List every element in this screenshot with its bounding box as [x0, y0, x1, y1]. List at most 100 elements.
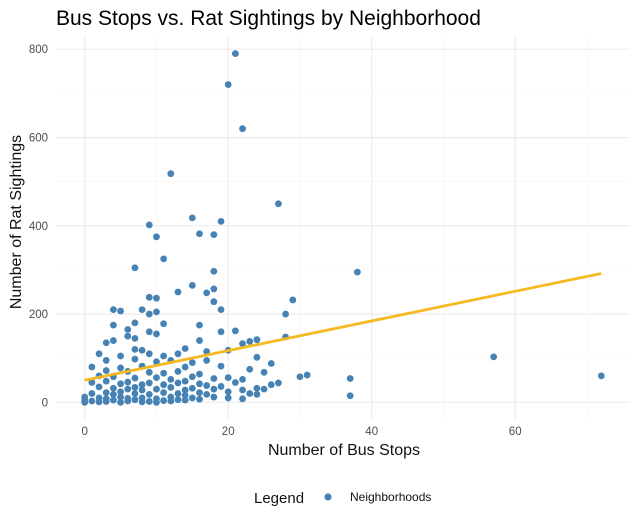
data-point	[196, 380, 203, 388]
data-point	[217, 383, 225, 390]
data-point	[110, 384, 117, 392]
data-point	[231, 379, 239, 386]
data-point	[196, 230, 203, 238]
data-point	[153, 233, 160, 241]
data-point	[117, 388, 124, 396]
data-point	[231, 50, 239, 58]
data-point	[210, 231, 218, 239]
data-point	[167, 170, 175, 178]
data-point	[289, 296, 297, 304]
data-point	[102, 389, 110, 397]
data-point	[253, 391, 261, 398]
data-point	[138, 398, 146, 406]
data-point	[196, 321, 203, 329]
data-point	[231, 327, 239, 335]
y-tick-label: 0	[42, 397, 48, 409]
data-point	[131, 374, 139, 382]
data-point	[239, 340, 246, 348]
data-point	[131, 390, 139, 397]
data-point	[346, 392, 354, 400]
data-point	[210, 385, 218, 393]
data-point	[224, 394, 232, 402]
x-tick-label: 60	[509, 426, 522, 438]
data-point	[275, 200, 282, 208]
data-point	[267, 381, 275, 389]
data-point	[267, 360, 275, 367]
data-point	[181, 345, 189, 352]
data-point	[239, 125, 246, 133]
data-point	[153, 308, 160, 316]
data-point	[95, 383, 103, 391]
data-point	[145, 328, 153, 336]
data-point	[239, 375, 246, 383]
data-point	[95, 350, 103, 358]
data-point	[239, 386, 246, 394]
data-point	[253, 353, 261, 361]
data-point	[88, 390, 96, 397]
data-point	[246, 338, 254, 345]
data-point	[102, 357, 110, 364]
data-point	[145, 350, 153, 358]
legend-key-neighborhoods	[324, 493, 332, 501]
x-tick-label: 0	[81, 426, 87, 438]
data-point	[174, 396, 182, 404]
data-point	[124, 332, 132, 340]
data-point	[174, 288, 182, 296]
data-point	[138, 346, 146, 354]
data-point	[153, 374, 160, 382]
data-point	[110, 391, 117, 398]
data-point	[181, 391, 189, 399]
data-point	[181, 377, 189, 385]
data-point	[110, 321, 117, 329]
data-point	[217, 328, 225, 336]
data-point	[160, 369, 168, 377]
data-point	[138, 306, 146, 314]
trend-line-layer	[84, 272, 602, 382]
data-point	[188, 373, 196, 381]
data-point	[246, 365, 254, 373]
chart-title: Bus Stops vs. Rat Sightings by Neighborh…	[56, 7, 481, 30]
data-point	[117, 393, 124, 401]
data-point	[153, 398, 160, 406]
data-point	[102, 367, 110, 374]
data-point	[188, 214, 196, 222]
data-point	[145, 221, 153, 229]
data-point	[217, 306, 225, 314]
data-point	[110, 306, 117, 314]
data-point	[160, 320, 168, 328]
data-point	[110, 396, 117, 404]
data-point	[160, 255, 168, 263]
x-tick-label: 20	[222, 426, 235, 438]
data-point	[188, 281, 196, 289]
data-point	[117, 307, 124, 315]
data-point	[275, 379, 282, 387]
data-point	[196, 337, 203, 344]
data-point	[160, 389, 168, 397]
data-point	[203, 382, 211, 389]
data-point	[110, 337, 117, 344]
y-tick-label: 400	[29, 221, 48, 233]
data-point	[102, 377, 110, 385]
data-point	[81, 398, 89, 406]
y-tick-label: 200	[29, 309, 48, 321]
data-point	[210, 298, 218, 306]
data-point	[117, 364, 124, 372]
data-point	[160, 352, 168, 360]
y-tick-label: 600	[29, 133, 48, 145]
data-point	[260, 368, 268, 376]
data-point	[153, 358, 160, 366]
data-point	[253, 384, 261, 392]
data-point	[131, 319, 139, 327]
data-point	[138, 386, 146, 394]
data-point	[145, 391, 153, 398]
data-point	[88, 397, 96, 405]
data-point	[597, 372, 605, 380]
data-point	[196, 370, 203, 378]
data-point	[124, 378, 132, 386]
data-point	[124, 397, 132, 405]
data-point	[174, 379, 182, 387]
data-point	[160, 381, 168, 389]
